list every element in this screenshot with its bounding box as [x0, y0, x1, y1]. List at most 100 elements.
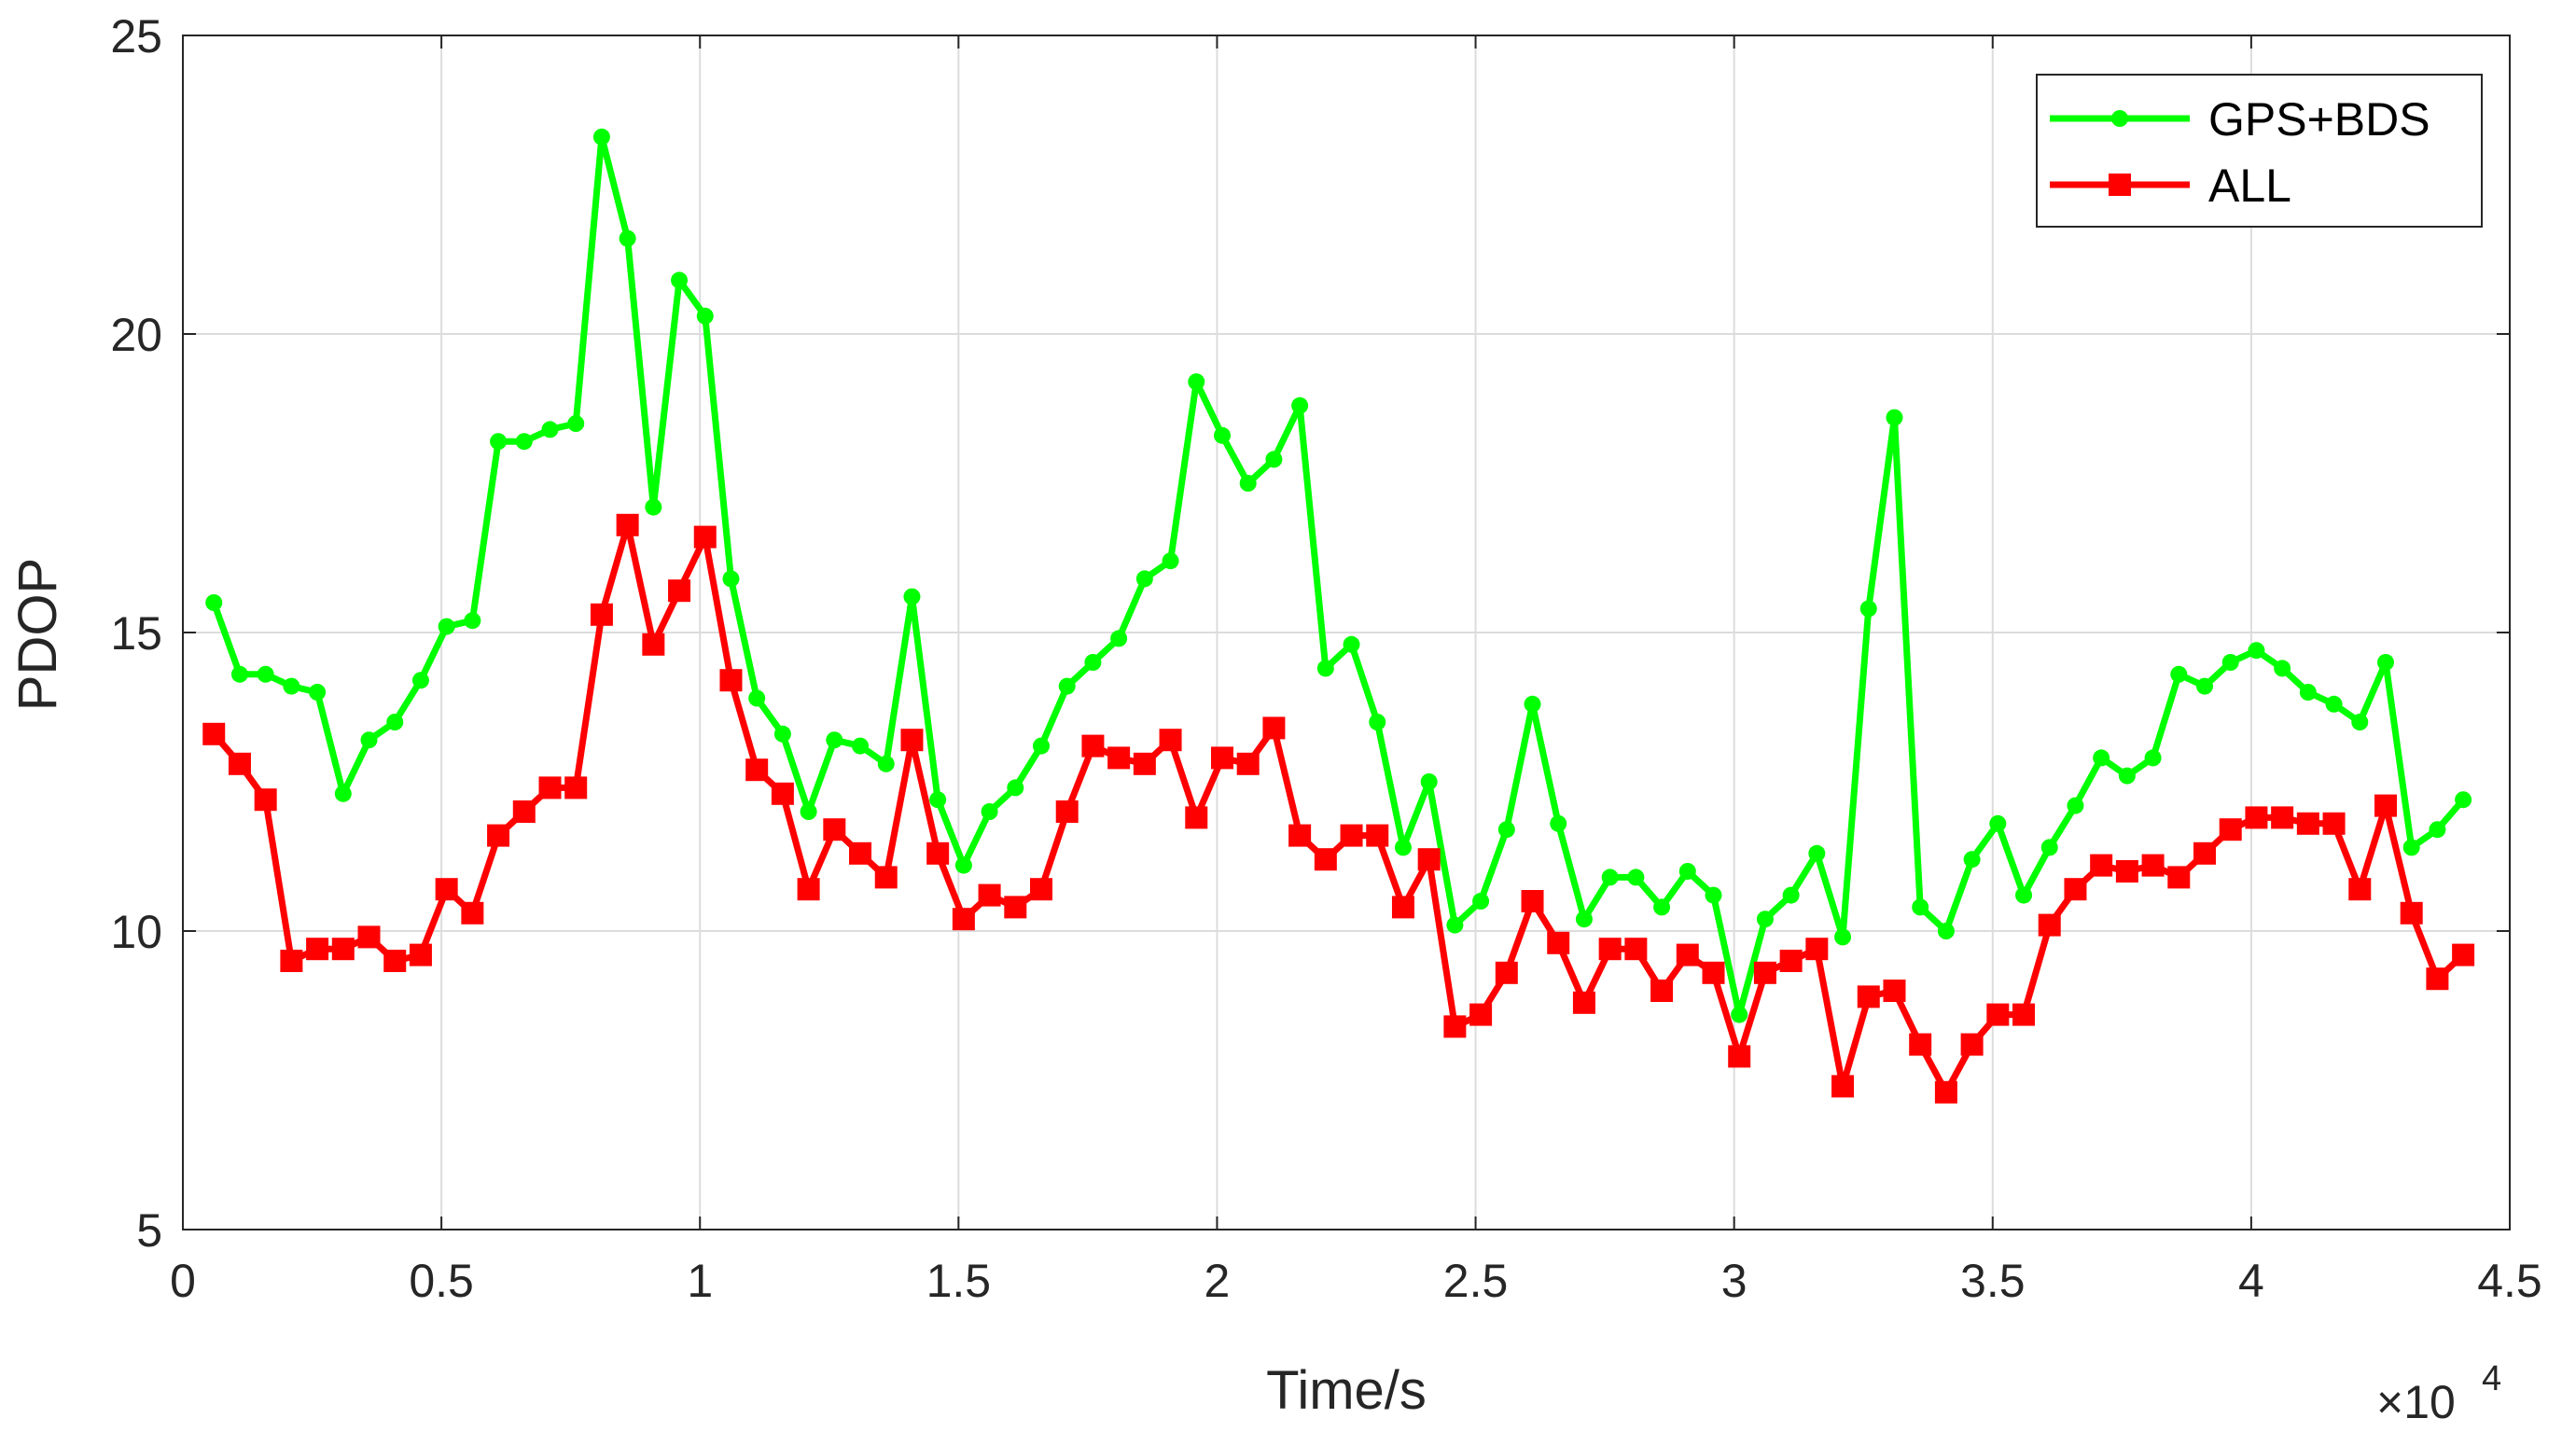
- data-point-gps-bds: [2221, 654, 2239, 671]
- data-point-gps-bds: [1291, 396, 1309, 414]
- data-point-all: [2141, 854, 2165, 877]
- x-tick-label: 2.5: [1443, 1255, 1509, 1307]
- legend-label-all: ALL: [2208, 160, 2291, 212]
- data-point-gps-bds: [1524, 695, 1541, 713]
- data-point-all: [1960, 1033, 1984, 1056]
- data-point-all: [1702, 961, 1725, 984]
- data-point-all: [1469, 1003, 1493, 1026]
- data-point-all: [1340, 824, 1363, 847]
- data-point-gps-bds: [2248, 642, 2265, 660]
- data-point-all: [1443, 1015, 1467, 1038]
- data-point-gps-bds: [411, 672, 429, 689]
- data-point-gps-bds: [1678, 863, 1696, 880]
- data-point-gps-bds: [490, 433, 508, 451]
- x-tick-label: 4: [2238, 1255, 2264, 1307]
- data-point-all: [435, 878, 458, 901]
- data-point-all: [1107, 746, 1131, 770]
- data-point-all: [1288, 824, 1312, 847]
- data-point-all: [1521, 890, 1544, 912]
- data-point-all: [1133, 752, 1156, 775]
- x-tick-label: 0.5: [409, 1255, 474, 1307]
- data-point-gps-bds: [2040, 839, 2058, 856]
- data-point-gps-bds: [592, 128, 610, 146]
- series-line-all: [211, 521, 2466, 1096]
- data-point-all: [693, 525, 717, 549]
- x-tick-label: 2: [1204, 1255, 1231, 1307]
- data-point-gps-bds: [2067, 797, 2084, 814]
- data-point-gps-bds: [619, 229, 636, 247]
- series-all: [202, 513, 2475, 1104]
- x-tick-label: 1: [687, 1255, 713, 1307]
- data-point-all: [1805, 938, 1829, 961]
- data-point-gps-bds: [2325, 695, 2343, 713]
- data-point-gps-bds: [1550, 814, 1567, 832]
- x-tick-label: 3.5: [1960, 1255, 2026, 1307]
- data-point-gps-bds: [1756, 911, 1774, 928]
- data-point-gps-bds: [1834, 928, 1852, 946]
- data-series: [202, 128, 2475, 1104]
- data-point-all: [228, 752, 251, 775]
- data-point-all: [849, 841, 872, 865]
- data-point-all: [1547, 931, 1570, 954]
- data-point-all: [202, 722, 226, 745]
- data-point-all: [926, 841, 950, 865]
- data-point-all: [2012, 1003, 2036, 1026]
- data-point-gps-bds: [438, 618, 455, 635]
- data-point-gps-bds: [1394, 839, 1412, 856]
- x-axis-label: Time/s: [1266, 1360, 1427, 1421]
- data-point-gps-bds: [2402, 839, 2420, 856]
- data-point-all: [771, 782, 794, 805]
- series-line-gps-bds: [210, 133, 2466, 1019]
- data-point-all: [616, 513, 639, 536]
- data-point-all: [1624, 938, 1648, 961]
- data-point-gps-bds: [230, 665, 248, 683]
- data-point-gps-bds: [1316, 660, 1334, 677]
- data-point-all: [2374, 794, 2397, 817]
- data-point-gps-bds: [929, 791, 947, 809]
- data-point-all: [745, 758, 769, 782]
- data-point-gps-bds: [1963, 851, 1981, 869]
- data-point-all: [254, 788, 277, 812]
- data-point-all: [2452, 943, 2475, 966]
- data-point-all: [2090, 854, 2113, 877]
- legend: GPS+BDS ALL: [2036, 74, 2483, 228]
- y-tick-label: 10: [110, 906, 162, 958]
- data-point-all: [900, 729, 924, 752]
- legend-marker-all: [2109, 174, 2131, 196]
- data-point-gps-bds: [2351, 714, 2369, 730]
- data-point-gps-bds: [877, 755, 895, 772]
- data-point-all: [1366, 824, 1389, 847]
- data-point-all: [1417, 848, 1441, 871]
- data-point-all: [331, 938, 355, 961]
- data-point-all: [487, 824, 510, 847]
- data-point-all: [1598, 938, 1622, 961]
- data-point-gps-bds: [1265, 451, 1283, 468]
- data-point-gps-bds: [1084, 654, 1102, 671]
- data-point-gps-bds: [852, 737, 870, 755]
- data-point-gps-bds: [722, 570, 740, 588]
- data-point-gps-bds: [1782, 886, 1800, 904]
- data-point-gps-bds: [1472, 893, 1490, 910]
- data-point-gps-bds: [386, 714, 404, 730]
- data-point-gps-bds: [1886, 409, 1903, 426]
- data-point-all: [1185, 806, 1208, 829]
- data-point-gps-bds: [1343, 635, 1360, 653]
- data-point-gps-bds: [1808, 844, 1826, 862]
- data-point-all: [2167, 866, 2191, 889]
- data-point-gps-bds: [1058, 677, 1076, 695]
- data-point-all: [2245, 806, 2268, 829]
- data-point-all: [2115, 860, 2138, 883]
- data-point-all: [2322, 812, 2346, 835]
- data-point-all: [1030, 878, 1053, 901]
- data-point-gps-bds: [1497, 821, 1515, 839]
- x-tick-label: 0: [170, 1255, 196, 1307]
- data-point-gps-bds: [954, 856, 972, 874]
- data-point-all: [538, 776, 562, 799]
- data-point-all: [1650, 980, 1674, 1002]
- data-point-gps-bds: [1575, 911, 1593, 928]
- data-point-all: [1883, 980, 1906, 1002]
- data-point-gps-bds: [1110, 630, 1128, 647]
- data-point-gps-bds: [1705, 886, 1722, 904]
- data-point-gps-bds: [2093, 749, 2110, 767]
- data-point-gps-bds: [645, 498, 662, 516]
